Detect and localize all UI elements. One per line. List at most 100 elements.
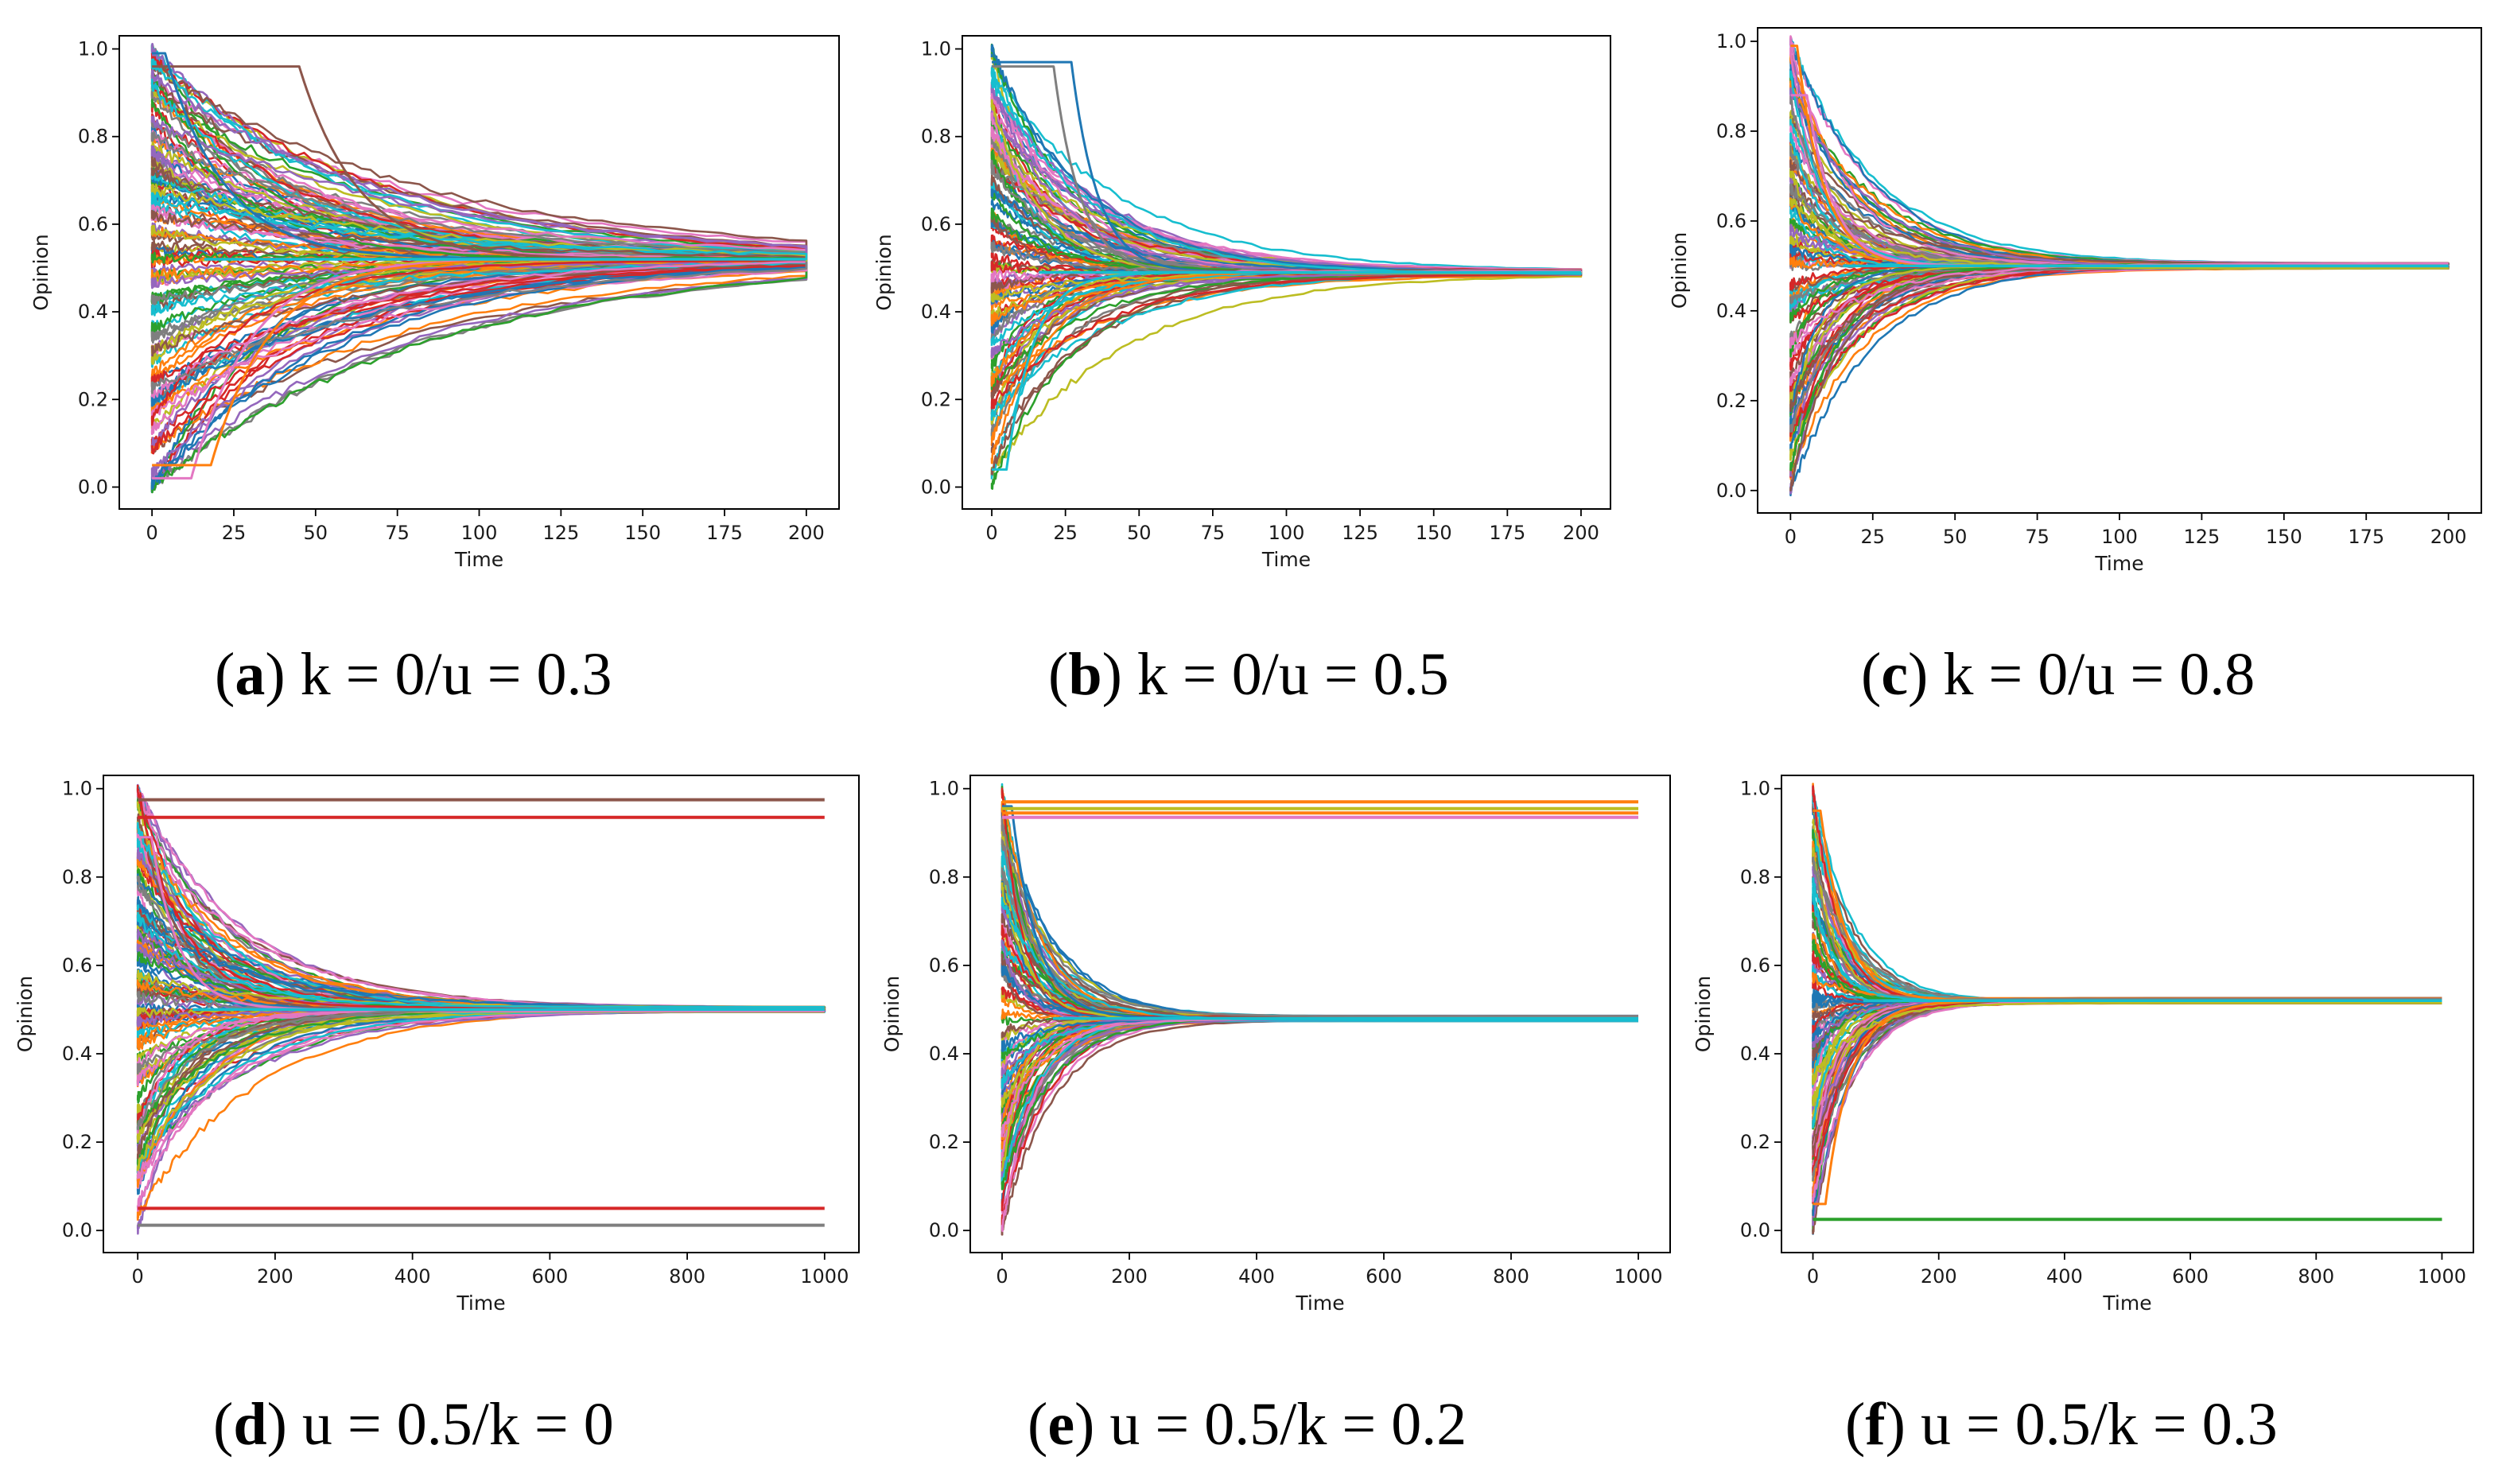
- y-tick-label: 0.4: [921, 301, 951, 323]
- y-tick-label: 0.0: [62, 1219, 92, 1241]
- x-tick-label: 150: [1416, 522, 1452, 544]
- panel-d: 0 200 400 600 800 1000 0.0 0.2 0.4 0.6 0.8 1.0 Time O…: [14, 775, 860, 1315]
- trajectory: [1789, 47, 2449, 270]
- x-tick-label: 600: [1366, 1265, 1402, 1288]
- trajectory: [1812, 829, 2442, 1004]
- trajectory: [136, 1010, 825, 1195]
- trajectory: [1789, 125, 2449, 266]
- plot-frame: [103, 775, 860, 1253]
- trajectory: [1812, 783, 2442, 1000]
- trajectory: [990, 64, 1583, 272]
- y-tick-label: 1.0: [929, 778, 959, 800]
- plot-frame: [969, 775, 1671, 1253]
- caption-a-text: k = 0/u = 0.3: [285, 641, 612, 708]
- x-tick-label: 600: [2172, 1265, 2209, 1288]
- y-tick-label: 0.2: [921, 388, 951, 410]
- trajectory: [150, 259, 808, 426]
- trajectory: [1812, 1001, 2442, 1204]
- trajectory: [1789, 73, 2449, 266]
- trajectory: [1000, 886, 1638, 1018]
- trajectory: [150, 257, 808, 365]
- y-tick-label: 0.6: [921, 213, 951, 235]
- x-tick-label: 100: [461, 522, 498, 544]
- trajectory: [1812, 999, 2442, 1179]
- trajectory: [1789, 267, 2449, 433]
- y-tick-label: 0.0: [921, 476, 951, 498]
- y-tick-label: 0.8: [78, 126, 108, 148]
- y-tick-label: 0.6: [929, 954, 959, 977]
- caption-d-text: u = 0.5/k = 0: [286, 1391, 614, 1458]
- y-tick-label: 0.4: [929, 1043, 959, 1065]
- trajectory: [150, 258, 808, 357]
- trajectory: [150, 259, 808, 407]
- x-tick-label: 800: [669, 1265, 705, 1288]
- x-tick-label: 400: [394, 1265, 431, 1288]
- x-tick-label: 0: [1785, 526, 1797, 548]
- y-tick-label: 0.8: [929, 866, 959, 888]
- x-tick-label: 150: [2266, 526, 2302, 548]
- y-tick-label: 0.6: [78, 213, 108, 235]
- trajectory: [150, 167, 808, 261]
- trajectory: [1812, 806, 2442, 1003]
- x-axis-label: Time: [1295, 1292, 1344, 1315]
- trajectory: [1812, 998, 2442, 1226]
- y-tick-label: 0.4: [1740, 1043, 1770, 1065]
- x-tick-label: 200: [2430, 526, 2467, 548]
- trajectory: [1812, 829, 2442, 1001]
- trajectory: [1000, 861, 1638, 1021]
- trajectory: [1812, 845, 2442, 1003]
- x-tick-label: 75: [1201, 522, 1226, 544]
- outlier-trajectory: [1812, 809, 2442, 1002]
- trajectory: [1812, 818, 2442, 1004]
- trajectory: [1812, 788, 2442, 1004]
- x-axis-label: Time: [1261, 548, 1311, 571]
- y-tick-label: 0.4: [1716, 300, 1746, 322]
- y-tick-label: 0.6: [1740, 954, 1770, 977]
- x-tick-label: 25: [222, 522, 247, 544]
- caption-f: (f) u = 0.5/k = 0.3: [1845, 1391, 2278, 1458]
- x-tick-label: 100: [2101, 526, 2138, 548]
- trajectory: [1812, 794, 2442, 1004]
- trajectory: [1000, 1017, 1638, 1230]
- trajectory: [1789, 266, 2449, 402]
- trajectory: [1000, 1019, 1638, 1236]
- trajectory: [1789, 95, 2449, 266]
- trajectory: [1812, 996, 2442, 1201]
- x-tick-label: 200: [257, 1265, 293, 1288]
- trajectory: [1812, 1000, 2442, 1226]
- trajectory: [1789, 74, 2449, 265]
- series-group: [150, 42, 808, 494]
- x-tick-label: 50: [304, 522, 328, 544]
- x-tick-label: 50: [1127, 522, 1152, 544]
- y-tick-label: 0.8: [1740, 866, 1770, 888]
- y-tick-label: 0.0: [1716, 480, 1746, 502]
- trajectory: [1812, 786, 2442, 1003]
- y-tick-label: 0.4: [62, 1043, 92, 1065]
- trajectory: [1000, 1015, 1638, 1214]
- x-axis-label: Time: [454, 548, 503, 571]
- trajectory: [1812, 1001, 2442, 1216]
- x-tick-label: 100: [1269, 522, 1305, 544]
- trajectory: [1000, 924, 1638, 1018]
- x-tick-label: 25: [1053, 522, 1078, 544]
- trajectory: [1789, 36, 2450, 265]
- y-tick-label: 0.8: [1716, 120, 1746, 142]
- trajectory: [1812, 794, 2442, 1004]
- x-tick-label: 1000: [800, 1265, 849, 1288]
- trajectory: [150, 115, 808, 262]
- trajectory: [1789, 264, 2449, 414]
- caption-a-letter: a: [235, 641, 266, 708]
- x-tick-label: 200: [788, 522, 825, 544]
- trajectory: [1812, 999, 2442, 1202]
- caption-d: (d) u = 0.5/k = 0: [213, 1391, 614, 1458]
- x-tick-label: 0: [1807, 1265, 1819, 1288]
- trajectory: [1000, 867, 1638, 1021]
- y-axis-label: Opinion: [29, 234, 52, 310]
- x-tick-label: 600: [531, 1265, 568, 1288]
- y-axis-label: Opinion: [14, 976, 37, 1052]
- x-tick-label: 800: [2298, 1265, 2334, 1288]
- trajectory: [990, 274, 1581, 386]
- outlier-trajectory: [1790, 94, 2449, 267]
- trajectory: [136, 911, 825, 1008]
